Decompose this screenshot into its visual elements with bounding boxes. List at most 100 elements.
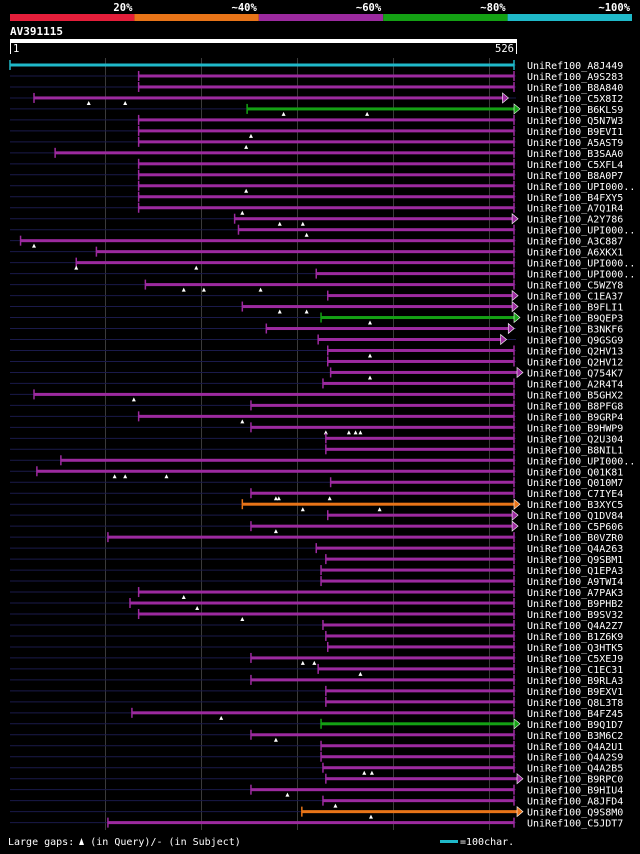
- hit-bar[interactable]: [138, 162, 514, 166]
- hit-row[interactable]: UniRef100_Q1DV84: [10, 509, 623, 522]
- hit-row[interactable]: UniRef100_A7Q1R4: [10, 202, 623, 215]
- hit-row[interactable]: UniRef100_A9TWI4: [10, 576, 623, 588]
- hit-name[interactable]: UniRef100_A7Q1R4: [527, 204, 623, 215]
- hit-name[interactable]: UniRef100_B9GRP4: [527, 412, 623, 423]
- hit-bar[interactable]: [138, 85, 514, 89]
- hit-bar[interactable]: [318, 338, 501, 341]
- hit-bar[interactable]: [250, 403, 514, 407]
- hit-name[interactable]: UniRef100_B9Q1D7: [527, 720, 623, 731]
- hit-name[interactable]: UniRef100_B8A840: [527, 83, 623, 94]
- hit-name[interactable]: UniRef100_UPI000..: [527, 259, 635, 270]
- hit-bar[interactable]: [107, 535, 515, 539]
- hit-bar[interactable]: [327, 348, 514, 352]
- hit-name[interactable]: UniRef100_Q754K7: [527, 368, 623, 379]
- hit-bar[interactable]: [138, 184, 514, 188]
- hit-name[interactable]: UniRef100_B1Z6K9: [527, 632, 623, 643]
- hit-bar[interactable]: [330, 480, 514, 484]
- hit-name[interactable]: UniRef100_Q2HV12: [527, 357, 623, 368]
- hit-row[interactable]: UniRef100_C5X8I2: [10, 92, 623, 105]
- hit-name[interactable]: UniRef100_Q5N7W3: [527, 116, 623, 127]
- hit-bar[interactable]: [325, 700, 514, 704]
- hit-bar[interactable]: [322, 766, 514, 770]
- hit-bar[interactable]: [107, 821, 515, 825]
- hit-name[interactable]: UniRef100_C5XFL4: [527, 160, 623, 171]
- hit-name[interactable]: UniRef100_B9HWP9: [527, 423, 623, 434]
- hit-bar[interactable]: [266, 327, 509, 331]
- hit-bar[interactable]: [325, 634, 514, 638]
- hit-bar[interactable]: [34, 96, 503, 100]
- hit-row[interactable]: UniRef100_A8JFD4: [10, 795, 623, 808]
- hit-bar[interactable]: [250, 425, 514, 429]
- hit-row[interactable]: UniRef100_A5AST9: [10, 136, 623, 149]
- hit-name[interactable]: UniRef100_Q4A2Z7: [527, 621, 623, 632]
- hit-name[interactable]: UniRef100_B4FZ45: [527, 709, 623, 720]
- hit-bar[interactable]: [327, 294, 513, 298]
- hit-bar[interactable]: [138, 195, 514, 199]
- hit-bar[interactable]: [138, 129, 514, 133]
- hit-bar[interactable]: [322, 381, 514, 385]
- hit-bar[interactable]: [321, 568, 514, 572]
- hit-row[interactable]: UniRef100_B6KLS9: [10, 103, 623, 116]
- hit-row[interactable]: UniRef100_Q5N7W3: [10, 114, 623, 127]
- hit-bar[interactable]: [138, 74, 514, 78]
- hit-name[interactable]: UniRef100_Q2U304: [527, 434, 623, 445]
- hit-bar[interactable]: [327, 645, 514, 649]
- hit-row[interactable]: UniRef100_Q9GSG9: [10, 333, 623, 347]
- hit-name[interactable]: UniRef100_A7PAK3: [527, 588, 623, 599]
- hit-bar[interactable]: [325, 777, 517, 781]
- hit-row[interactable]: UniRef100_B8A840: [10, 81, 623, 94]
- hit-name[interactable]: UniRef100_Q4A2U1: [527, 742, 623, 753]
- hit-name[interactable]: UniRef100_B3XYC5: [527, 500, 623, 511]
- hit-row[interactable]: UniRef100_B9RLA3: [10, 674, 623, 687]
- hit-row[interactable]: UniRef100_Q01K81: [10, 466, 623, 479]
- hit-bar[interactable]: [322, 623, 514, 627]
- hit-row[interactable]: UniRef100_Q9SBM1: [10, 554, 623, 566]
- hit-row[interactable]: UniRef100_C5XFL4: [10, 158, 623, 171]
- hit-row[interactable]: UniRef100_B3M6C2: [10, 729, 623, 742]
- hit-name[interactable]: UniRef100_Q1EPA3: [527, 566, 623, 577]
- hit-row[interactable]: UniRef100_B9HIU4: [10, 784, 623, 797]
- hit-bar[interactable]: [250, 656, 514, 660]
- hit-name[interactable]: UniRef100_C1EA37: [527, 292, 623, 303]
- hit-bar[interactable]: [322, 799, 514, 803]
- hit-row[interactable]: UniRef100_C5JDT7: [10, 817, 623, 830]
- hit-bar[interactable]: [321, 722, 514, 726]
- hit-bar[interactable]: [327, 359, 514, 363]
- hit-name[interactable]: UniRef100_B9RPC0: [527, 775, 623, 786]
- hit-name[interactable]: UniRef100_B4FXY5: [527, 193, 623, 204]
- hit-name[interactable]: UniRef100_Q4A263: [527, 544, 623, 555]
- hit-name[interactable]: UniRef100_B8NIL1: [527, 445, 623, 456]
- hit-bar[interactable]: [247, 107, 514, 111]
- hit-name[interactable]: UniRef100_A9S283: [527, 72, 623, 83]
- hit-row[interactable]: UniRef100_A9S283: [10, 70, 623, 83]
- hit-bar[interactable]: [325, 557, 514, 561]
- hit-bar[interactable]: [327, 513, 513, 517]
- hit-name[interactable]: UniRef100_B5GHX2: [527, 390, 623, 401]
- hit-name[interactable]: UniRef100_Q4A2S9: [527, 753, 623, 764]
- hit-row[interactable]: UniRef100_B4FXY5: [10, 191, 623, 204]
- hit-row[interactable]: UniRef100_Q1EPA3: [10, 565, 623, 577]
- hit-bar[interactable]: [138, 140, 514, 144]
- hit-row[interactable]: UniRef100_B3SAA0: [10, 147, 623, 160]
- hit-bar[interactable]: [238, 228, 515, 232]
- hit-name[interactable]: UniRef100_B9EVI1: [527, 127, 623, 138]
- hit-row[interactable]: UniRef100_B4FZ45: [10, 707, 623, 720]
- hit-bar[interactable]: [138, 118, 514, 122]
- hit-bar[interactable]: [145, 283, 515, 287]
- hit-bar[interactable]: [321, 579, 514, 583]
- hit-bar[interactable]: [234, 217, 513, 221]
- hit-row[interactable]: UniRef100_Q2HV13: [10, 345, 623, 358]
- hit-row[interactable]: UniRef100_B3NKF6: [10, 322, 623, 336]
- hit-row[interactable]: UniRef100_Q4A2B5: [10, 762, 623, 775]
- hit-row[interactable]: UniRef100_Q3HTK5: [10, 641, 623, 654]
- hit-bar[interactable]: [96, 250, 515, 254]
- hit-name[interactable]: UniRef100_B9EXV1: [527, 687, 623, 698]
- hit-bar[interactable]: [20, 239, 515, 243]
- hit-row[interactable]: UniRef100_B8NIL1: [10, 444, 623, 456]
- hit-row[interactable]: UniRef100_A8J449: [9, 60, 623, 72]
- hit-name[interactable]: UniRef100_Q9GSG9: [527, 336, 623, 347]
- hit-row[interactable]: UniRef100_C1EC31: [10, 663, 623, 676]
- hit-name[interactable]: UniRef100_B6KLS9: [527, 105, 623, 116]
- hit-bar[interactable]: [316, 272, 514, 276]
- hit-name[interactable]: UniRef100_UPI000..: [527, 456, 635, 467]
